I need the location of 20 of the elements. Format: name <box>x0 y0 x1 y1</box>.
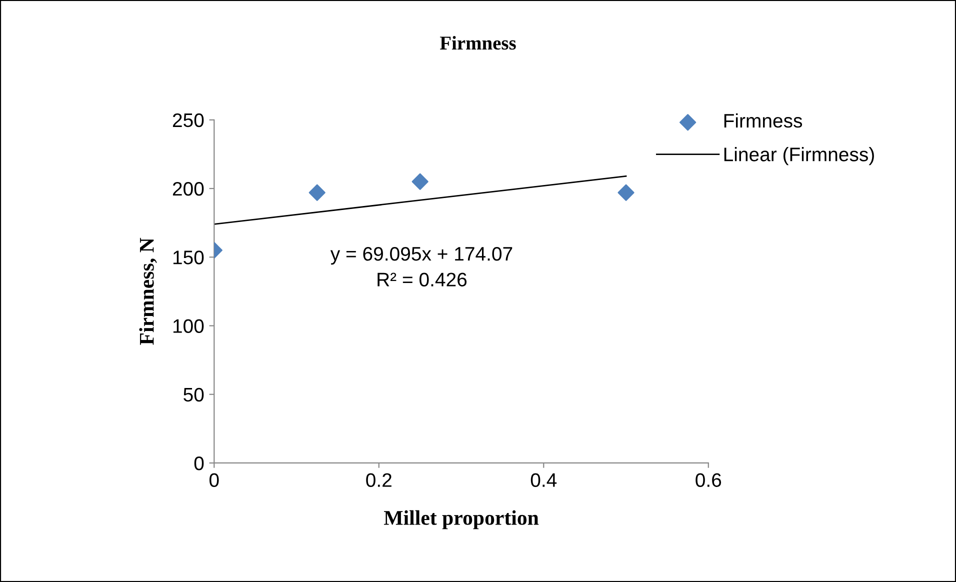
legend-label: Firmness <box>724 113 802 128</box>
y-tick-label: 150 <box>173 250 204 264</box>
y-tick-label: 200 <box>172 182 204 196</box>
annotation: R² = 0.426 <box>378 272 467 286</box>
point <box>412 173 428 190</box>
y-tick-label: 100 <box>173 319 204 333</box>
annotation: y = 69.095x + 174.07 <box>330 246 512 265</box>
y-tick-label: 250 <box>172 113 204 128</box>
x-tick-label: 0 <box>209 473 219 487</box>
point <box>618 184 634 201</box>
y-axis-title: Firmness, N <box>139 238 157 345</box>
chart-title: Firmness <box>440 36 516 50</box>
y-tick-label: 50 <box>184 388 204 402</box>
legend-label: Linear (Firmness) <box>724 147 874 166</box>
x-tick-label: 0.6 <box>696 473 722 487</box>
point <box>308 184 326 201</box>
y-tick-label: 0 <box>194 456 204 470</box>
x-axis-title: Millet proportion <box>384 510 539 530</box>
x-tick-label: 0.2 <box>366 473 392 487</box>
x-tick-label: 0.4 <box>530 473 557 487</box>
